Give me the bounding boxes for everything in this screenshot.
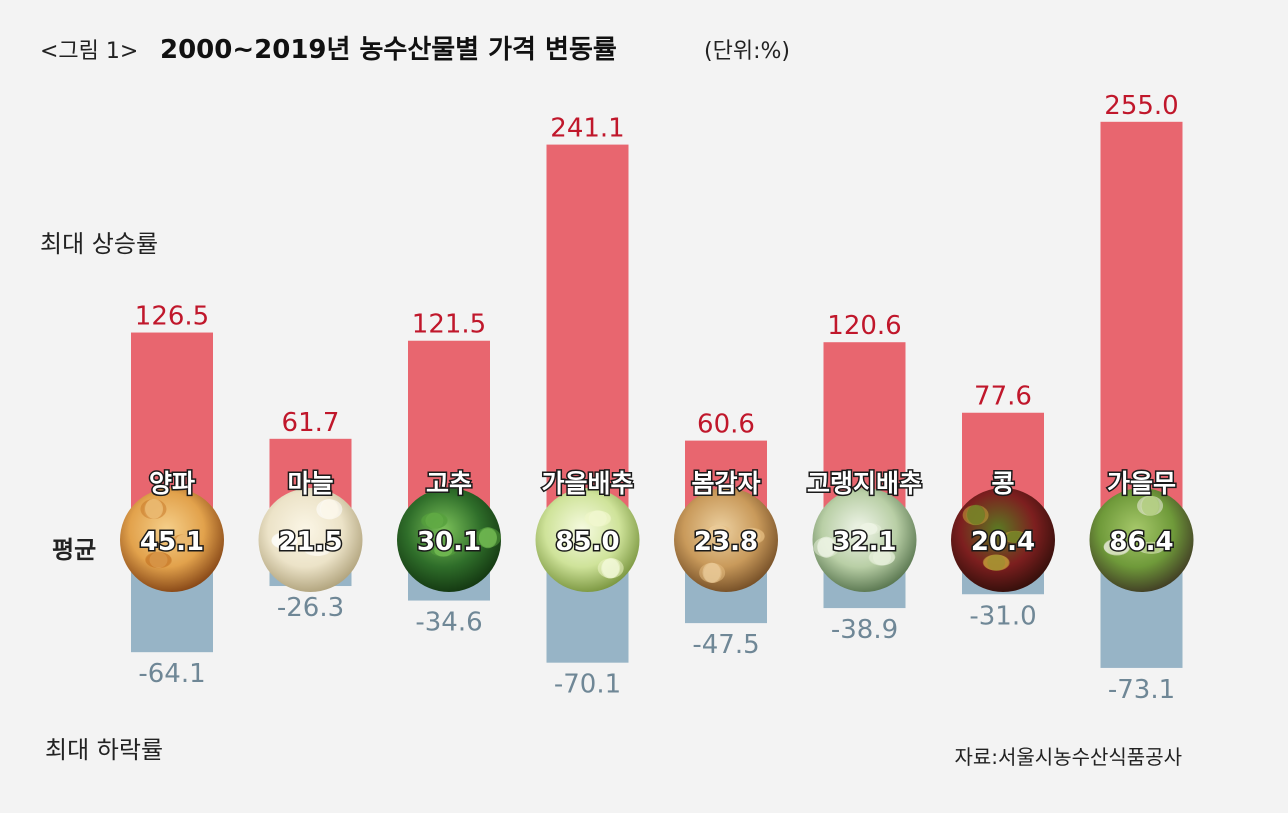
max-fall-value-label: -70.1 — [554, 670, 621, 700]
average-value-label: 21.5 — [278, 527, 342, 557]
highland-cabbage-icon — [812, 488, 917, 592]
source-note: 자료:서울시농수산식품공사 — [954, 745, 1182, 769]
max-fall-value-label: -38.9 — [831, 615, 898, 645]
average-value-label: 86.4 — [1109, 527, 1173, 557]
max-rise-side-label: 최대 상승률 — [40, 230, 158, 258]
max-rise-bar — [1100, 121, 1183, 541]
potato-icon — [674, 488, 778, 592]
max-fall-value-label: -73.1 — [1108, 675, 1175, 705]
max-fall-value-label: -34.6 — [415, 608, 482, 638]
category-label: 양파 — [149, 469, 195, 498]
max-fall-side-label: 최대 하락률 — [45, 736, 163, 764]
max-rise-value-label: 77.6 — [974, 382, 1032, 412]
bar-series-group: 126.5 -64.1 양파 45.1 61.7 -26.3 마늘 21.5 121.5 -34.… — [120, 91, 1194, 705]
garlic-icon — [258, 488, 363, 592]
max-rise-value-label: 120.6 — [827, 311, 901, 341]
max-fall-value-label: -64.1 — [138, 659, 205, 689]
category-label: 가을배추 — [541, 469, 633, 498]
max-fall-value-label: -47.5 — [692, 630, 759, 660]
average-value-label: 85.0 — [555, 527, 619, 557]
max-rise-value-label: 126.5 — [135, 302, 209, 332]
chili-pepper-icon — [397, 488, 501, 592]
max-rise-bar — [546, 144, 629, 540]
max-rise-value-label: 121.5 — [412, 310, 486, 340]
category-label: 마늘 — [287, 469, 333, 498]
category-label: 고랭지배추 — [807, 469, 922, 498]
max-fall-value-label: -31.0 — [969, 601, 1036, 631]
max-rise-value-label: 255.0 — [1104, 91, 1178, 121]
average-value-label: 45.1 — [140, 527, 204, 557]
max-rise-value-label: 61.7 — [282, 408, 340, 438]
radish-icon — [1089, 488, 1194, 592]
category-label: 봄감자 — [691, 469, 760, 498]
max-rise-value-label: 241.1 — [550, 114, 624, 144]
max-rise-value-label: 60.6 — [697, 410, 755, 440]
max-fall-value-label: -26.3 — [277, 593, 344, 623]
napa-cabbage-icon — [535, 488, 640, 592]
category-label: 가을무 — [1107, 469, 1176, 498]
average-value-label: 32.1 — [832, 527, 896, 557]
category-label: 고추 — [426, 469, 472, 498]
category-label: 콩 — [991, 469, 1014, 498]
average-value-label: 23.8 — [694, 527, 758, 557]
chart-title: 2000~2019년 농수산물별 가격 변동률 — [160, 35, 617, 65]
beans-icon — [951, 488, 1055, 592]
figure-number: <그림 1> — [40, 39, 138, 64]
average-side-label: 평균 — [52, 536, 96, 564]
unit-label: (단위:%) — [704, 39, 790, 64]
average-value-label: 20.4 — [971, 527, 1035, 557]
onion-icon — [120, 488, 224, 592]
average-value-label: 30.1 — [417, 527, 481, 557]
